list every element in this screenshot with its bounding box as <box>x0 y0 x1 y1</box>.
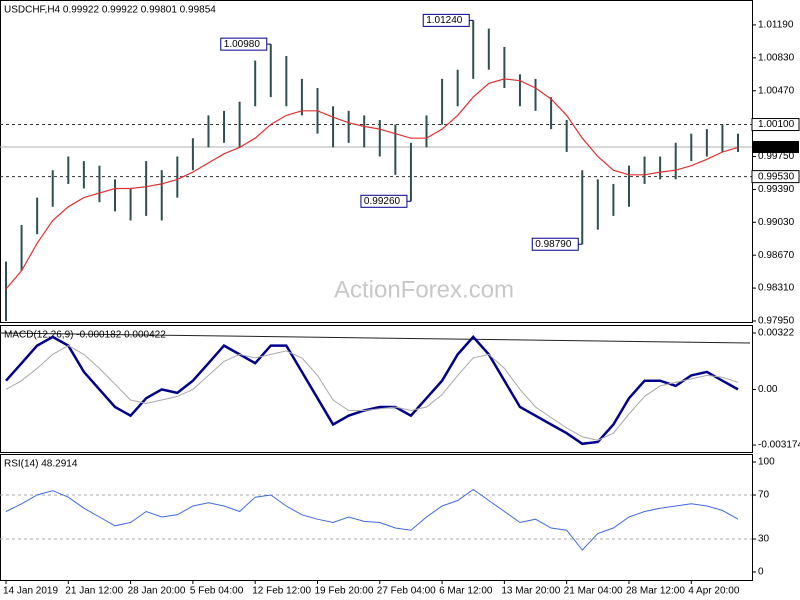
y-tick-label: 1.01190 <box>758 20 794 31</box>
y-tick-label: 0.99750 <box>758 151 795 162</box>
y-tick-label: 0.00 <box>758 384 778 395</box>
y-tick-label: 0 <box>758 567 764 578</box>
x-tick-label: 28 Jan 20:00 <box>128 586 186 597</box>
y-tick-label: 0.97950 <box>758 316 795 327</box>
x-tick-label: 6 Mar 12:00 <box>439 586 493 597</box>
y-tick-label: 100 <box>758 457 775 468</box>
x-tick-label: 19 Feb 20:00 <box>314 586 373 597</box>
x-tick-label: 14 Jan 2019 <box>3 586 58 597</box>
x-tick-label: 4 Apr 20:00 <box>688 586 740 597</box>
panel-title: RSI(14) 48.2914 <box>4 459 78 470</box>
rsi-panel <box>0 454 753 581</box>
level-box <box>751 170 800 184</box>
annotation-label: 0.98790 <box>535 239 572 250</box>
x-tick-label: 5 Feb 04:00 <box>190 586 244 597</box>
trend-line <box>0 332 751 344</box>
annotation-label: 0.99260 <box>364 196 401 207</box>
price-panel <box>0 0 753 323</box>
level-label: 0.99530 <box>758 171 795 182</box>
moving-average <box>5 78 739 290</box>
y-tick-label: 0.98310 <box>758 283 795 294</box>
current-box <box>752 141 799 154</box>
annotation-label: 1.01240 <box>426 15 463 26</box>
y-tick-label: 0.98670 <box>758 250 795 261</box>
rsi-line <box>5 488 739 551</box>
signal-line <box>5 345 739 441</box>
y-tick-label: 1.00830 <box>758 52 795 63</box>
macd-panel <box>0 325 753 453</box>
panel-title: USDCHF,H4 0.99922 0.99922 0.99801 0.9985… <box>4 5 216 16</box>
x-tick-label: 28 Mar 12:00 <box>626 586 685 597</box>
macd-line <box>5 335 739 446</box>
watermark: ActionForex.com <box>334 276 514 303</box>
x-tick-label: 21 Mar 04:00 <box>564 586 623 597</box>
level-label: 1.00100 <box>758 119 795 130</box>
y-tick-label: 0.99390 <box>758 184 795 195</box>
y-tick-label: 0.00322 <box>758 328 795 339</box>
y-tick-label: 30 <box>758 534 770 545</box>
y-tick-label: 1.00470 <box>758 85 795 96</box>
x-tick-label: 27 Feb 04:00 <box>377 586 436 597</box>
y-tick-label: 70 <box>758 490 770 501</box>
x-tick-label: 13 Mar 20:00 <box>501 586 560 597</box>
panel-title: MACD(12,26,9) -0.000182 0.000422 <box>4 330 166 341</box>
level-box <box>751 118 800 132</box>
annotation-label: 1.00980 <box>224 39 261 50</box>
x-tick-label: 12 Feb 12:00 <box>252 586 311 597</box>
y-tick-label: -0.003174 <box>758 440 800 451</box>
x-tick-label: 21 Jan 12:00 <box>65 586 123 597</box>
current-label: 0.99854 <box>758 142 795 153</box>
y-tick-label: 0.99030 <box>758 217 795 228</box>
